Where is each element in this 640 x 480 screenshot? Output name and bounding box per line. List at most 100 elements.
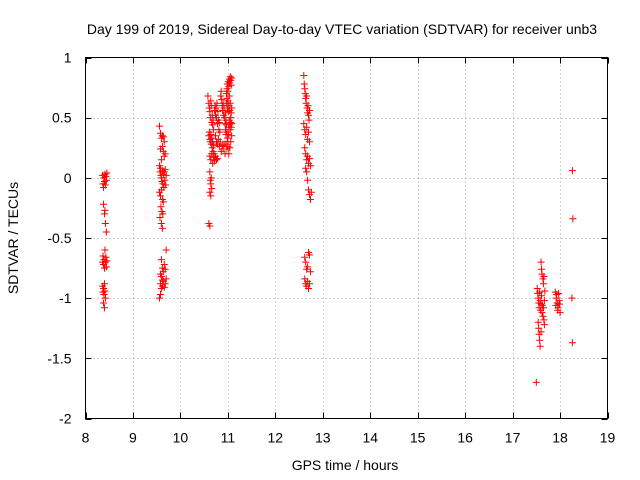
data-point [161, 150, 169, 158]
data-point [162, 275, 170, 283]
data-point [555, 289, 563, 297]
y-tick-label: -1.5 [47, 350, 71, 366]
data-point [540, 321, 548, 329]
data-point [212, 156, 220, 164]
data-point [215, 143, 223, 151]
grid-lines [85, 57, 608, 419]
data-point [156, 122, 164, 130]
data-point [225, 150, 233, 158]
data-point [305, 155, 313, 163]
data-point [101, 206, 109, 214]
data-point [102, 253, 110, 261]
data-point [534, 318, 542, 326]
data-point [213, 99, 221, 107]
data-point [224, 108, 232, 116]
data-point [100, 280, 108, 288]
y-tick-label: 0 [64, 170, 72, 186]
data-point [535, 324, 543, 332]
data-point [536, 336, 544, 344]
data-point [304, 263, 312, 271]
data-point [568, 167, 576, 175]
data-point [207, 174, 215, 182]
data-point [206, 188, 214, 196]
data-point [303, 123, 311, 131]
data-point [102, 228, 110, 236]
data-point [539, 312, 547, 320]
data-point [100, 291, 108, 299]
x-tick-label: 17 [505, 430, 521, 446]
data-point [162, 171, 170, 179]
data-point [160, 138, 168, 146]
data-point [100, 264, 108, 272]
data-point [305, 138, 313, 146]
data-point [101, 294, 109, 302]
data-point [207, 131, 215, 139]
data-point [101, 220, 109, 228]
data-point [306, 268, 314, 276]
data-point [304, 102, 312, 110]
data-point [157, 256, 165, 264]
data-point [161, 265, 169, 273]
data-point [206, 168, 214, 176]
data-point [225, 92, 233, 100]
data-point [159, 198, 167, 206]
data-point [103, 257, 111, 265]
data-point [568, 339, 576, 347]
data-point [207, 180, 215, 188]
x-tick-label: 10 [173, 430, 189, 446]
data-point [156, 192, 164, 200]
data-point [552, 301, 560, 309]
data-point [158, 264, 166, 272]
data-point [228, 74, 236, 82]
data-point [538, 309, 546, 317]
data-point [227, 81, 235, 89]
data-point [159, 180, 167, 188]
data-point [162, 181, 170, 189]
data-point [306, 162, 314, 170]
data-point [300, 72, 308, 80]
data-point [157, 273, 165, 281]
data-point [305, 116, 313, 124]
data-point [103, 169, 111, 177]
data-point [301, 144, 309, 152]
data-point [156, 214, 164, 222]
x-tick-label: 14 [362, 430, 378, 446]
data-point [99, 252, 107, 260]
data-point [301, 253, 309, 261]
data-point [537, 300, 545, 308]
data-point [158, 276, 166, 284]
data-point [540, 273, 548, 281]
y-tick-labels: -2 -1.5 -1 -0.5 0 0.5 1 [47, 50, 71, 427]
data-point [307, 188, 315, 196]
data-point [161, 280, 169, 288]
data-point [214, 108, 222, 116]
data-point [537, 258, 545, 266]
y-tick-label: 0.5 [52, 110, 72, 126]
data-point [540, 297, 548, 305]
data-point [100, 200, 108, 208]
data-point [569, 215, 577, 223]
y-axis-label: SDTVAR / TECUs [5, 182, 21, 294]
data-point [305, 106, 313, 114]
data-point [216, 138, 224, 146]
data-point [100, 299, 108, 307]
data-point [212, 104, 220, 112]
x-axis-label: GPS time / hours [292, 457, 399, 473]
data-point [303, 156, 311, 164]
data-point [554, 306, 562, 314]
x-tick-label: 12 [268, 430, 284, 446]
data-point [556, 300, 564, 308]
data-point [216, 128, 224, 136]
data-point [568, 294, 576, 302]
data-point [226, 144, 234, 152]
y-tick-label: 1 [64, 50, 72, 66]
data-point [212, 132, 220, 140]
data-point [538, 292, 546, 300]
data-point [159, 210, 167, 218]
data-point [305, 128, 313, 136]
data-point [300, 120, 308, 128]
data-point [226, 99, 234, 107]
data-point [204, 92, 212, 100]
data-point [207, 192, 215, 200]
